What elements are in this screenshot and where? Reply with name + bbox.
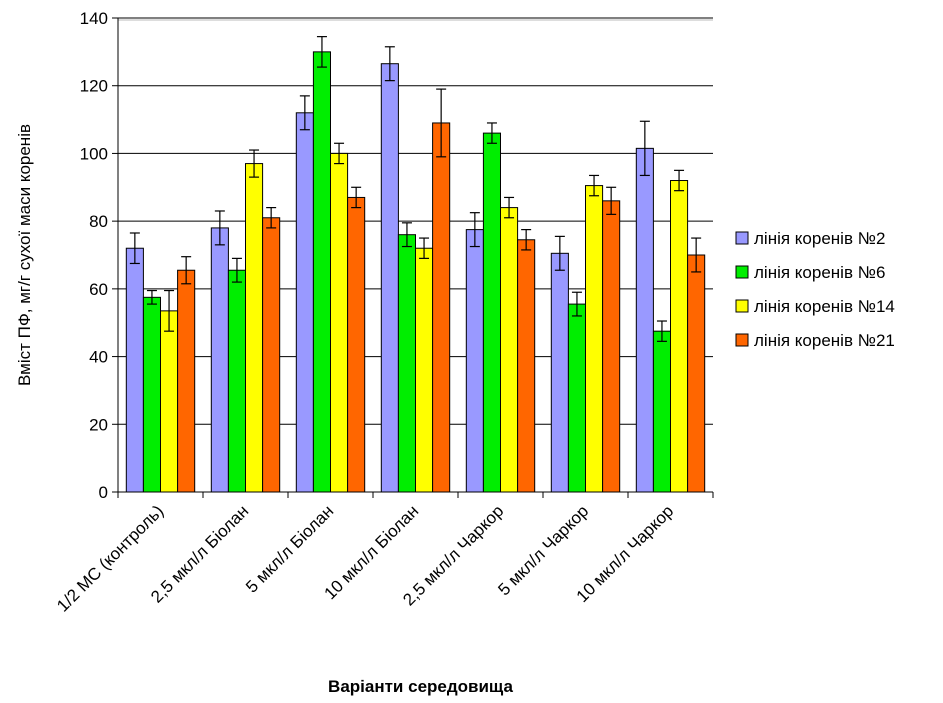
bar xyxy=(652,330,672,493)
y-tick-labels: 0 20 40 60 80 100 120 140 xyxy=(80,9,108,502)
legend: лінія коренів №2 лінія коренів №6 лінія ко… xyxy=(735,229,895,350)
bar xyxy=(312,51,331,493)
bar xyxy=(635,147,654,493)
bar xyxy=(432,122,451,493)
legend-label: лінія коренів №21 xyxy=(754,331,895,350)
y-tick-label: 140 xyxy=(80,9,108,28)
bar xyxy=(227,269,246,493)
bar xyxy=(567,303,587,493)
bar xyxy=(670,180,689,493)
bar xyxy=(160,310,179,493)
bar xyxy=(585,185,604,493)
y-tick-label: 20 xyxy=(89,415,108,434)
bar xyxy=(397,234,416,493)
bar xyxy=(687,254,706,493)
axes xyxy=(112,17,714,498)
bar xyxy=(177,269,196,493)
x-category-label: 5 мкл/л Чаркор xyxy=(494,501,592,599)
bar xyxy=(482,132,501,493)
bar xyxy=(210,227,229,493)
error-bars xyxy=(129,36,702,342)
y-tick-label: 100 xyxy=(80,144,108,163)
x-axis-title: Варіанти середовища xyxy=(328,677,513,696)
x-category-label: 5 мкл/л Біолан xyxy=(242,501,337,596)
bar xyxy=(380,63,399,493)
y-tick-label: 0 xyxy=(99,483,108,502)
legend-label: лінія коренів №6 xyxy=(754,263,885,282)
legend-swatch xyxy=(735,265,749,279)
bar xyxy=(602,200,621,493)
bars xyxy=(125,51,706,493)
x-category-label: 1/2 МС (контроль) xyxy=(53,501,167,615)
y-tick-label: 80 xyxy=(89,212,108,231)
bar xyxy=(347,196,366,493)
y-axis-title: Вміст ПФ, мг/г сухої маси коренів xyxy=(15,124,34,386)
legend-label: лінія коренів №2 xyxy=(754,229,885,248)
legend-swatch xyxy=(735,231,749,245)
bar xyxy=(125,247,144,493)
bar xyxy=(142,296,161,493)
legend-label: лінія коренів №14 xyxy=(754,297,895,316)
bar xyxy=(330,152,349,493)
y-tick-label: 60 xyxy=(89,280,108,299)
bar xyxy=(500,207,519,493)
bar xyxy=(517,239,536,493)
bar xyxy=(245,163,264,493)
bar xyxy=(295,112,314,493)
bar xyxy=(465,229,484,493)
legend-swatch xyxy=(735,299,749,313)
legend-swatch xyxy=(735,333,749,347)
bar xyxy=(415,247,434,493)
y-tick-label: 40 xyxy=(89,348,108,367)
y-tick-label: 120 xyxy=(80,77,108,96)
bar xyxy=(262,217,281,493)
bar xyxy=(550,252,569,493)
